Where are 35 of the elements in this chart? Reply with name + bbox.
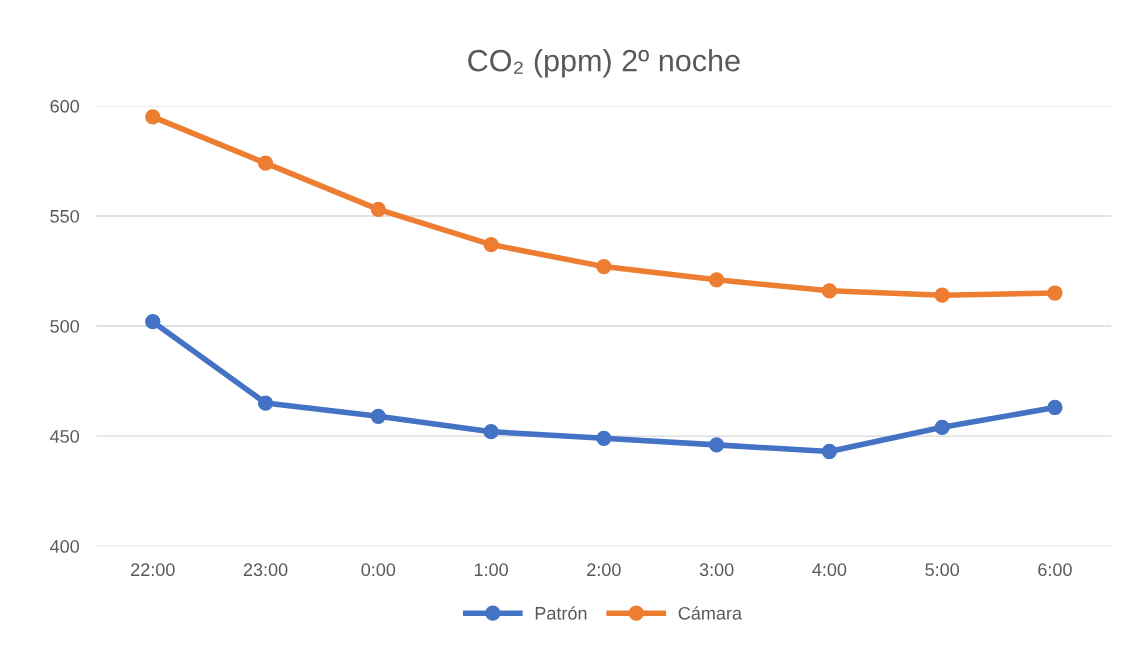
point	[257, 155, 274, 171]
point	[1047, 285, 1063, 301]
x-tick-label: 4:00	[812, 563, 847, 577]
y-tick-label: 500	[50, 319, 80, 333]
legend-label: Cámara	[678, 606, 743, 620]
y-tick-label: 400	[50, 540, 80, 553]
x-tick-label: 2:00	[587, 563, 621, 577]
point	[596, 258, 612, 275]
point	[821, 443, 838, 460]
x-tick-label: 3:00	[699, 563, 734, 577]
point	[821, 283, 838, 299]
point	[596, 430, 612, 446]
point	[708, 437, 725, 453]
point	[145, 109, 161, 125]
x-tick-label: 6:00	[1038, 563, 1072, 577]
point	[934, 419, 950, 435]
point	[483, 236, 499, 253]
x-tick-label: 23:00	[243, 563, 288, 577]
x-tick-label: 5:00	[925, 563, 960, 577]
y-tick-label: 450	[50, 430, 80, 443]
x-tick-label: 0:00	[361, 563, 396, 577]
point	[370, 201, 386, 218]
y-tick-label: 600	[50, 99, 80, 113]
legend-label: Patrón	[535, 606, 587, 620]
point	[934, 287, 950, 303]
point	[145, 313, 161, 330]
point	[370, 408, 386, 424]
point	[257, 395, 274, 411]
point	[483, 424, 499, 440]
x-tick-label: 22:00	[131, 563, 175, 577]
chart-title: CO₂ (ppm) 2º noche	[468, 49, 740, 78]
y-tick-label: 550	[50, 209, 80, 223]
x-tick-label: 1:00	[474, 563, 508, 577]
point	[708, 272, 725, 288]
point	[1047, 399, 1063, 416]
